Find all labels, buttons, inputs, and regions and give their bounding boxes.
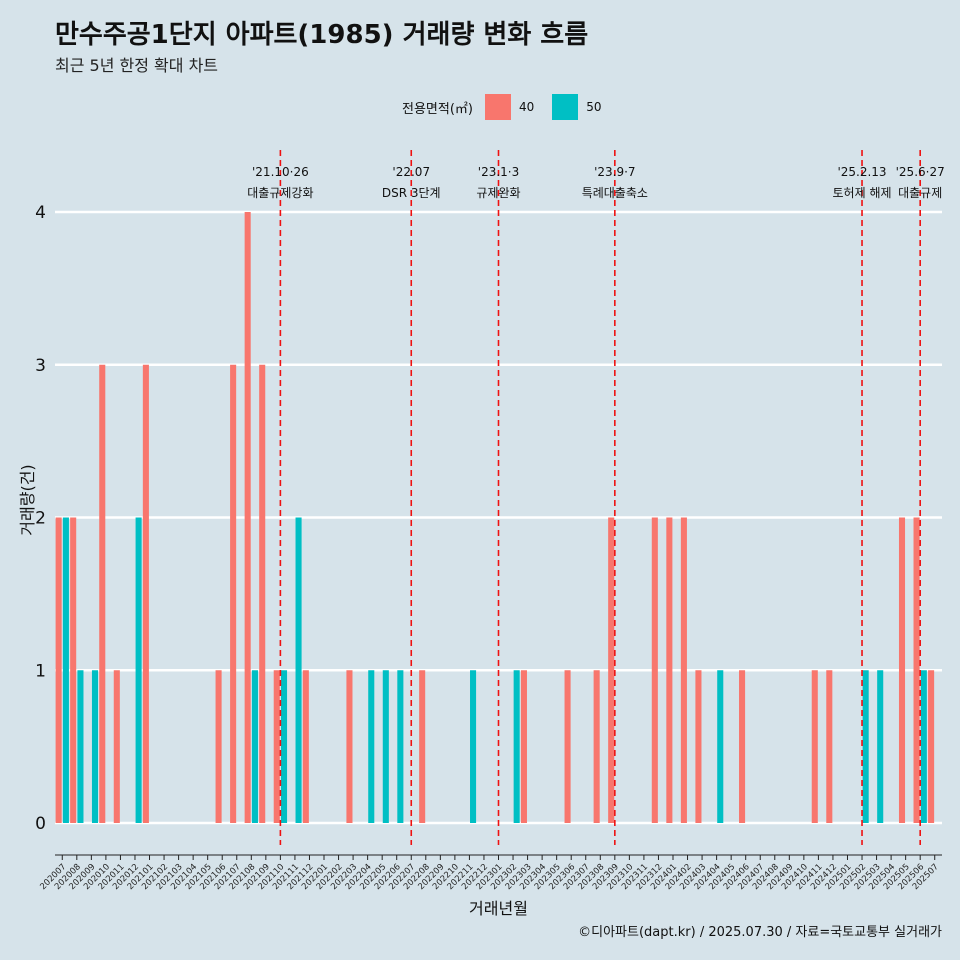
bar — [382, 670, 389, 823]
bar — [898, 517, 906, 823]
bar — [695, 670, 702, 823]
event-text-label: 대출규제강화 — [247, 186, 313, 200]
bar — [302, 670, 309, 823]
bar — [62, 517, 69, 823]
bar — [230, 364, 237, 823]
y-tick-label: 3 — [35, 356, 46, 376]
bar — [259, 364, 266, 823]
bar — [419, 670, 426, 823]
bar — [346, 670, 353, 823]
bar — [717, 670, 724, 823]
bar — [70, 517, 77, 823]
bar — [593, 670, 600, 823]
bar — [113, 670, 120, 823]
bar — [142, 364, 149, 823]
event-date-label: '21.10·26 — [252, 165, 309, 179]
bar — [99, 364, 106, 823]
bar — [920, 670, 927, 823]
bar — [877, 670, 884, 823]
event-date-label: '23.9·7 — [594, 165, 635, 179]
source-caption: ©디아파트(dapt.kr) / 2025.07.30 / 자료=국토교통부 실… — [578, 925, 942, 940]
bar — [273, 670, 280, 823]
y-tick-label: 0 — [35, 814, 46, 834]
bar — [564, 670, 571, 823]
event-date-label: '25.2.13 — [837, 165, 886, 179]
legend-swatch-50 — [552, 94, 579, 120]
y-tick-label: 4 — [35, 203, 46, 223]
bar — [680, 517, 687, 823]
bar — [739, 670, 746, 823]
event-text-label: DSR 3단계 — [382, 186, 441, 200]
legend: 전용면적(㎡) 40 50 — [402, 94, 620, 120]
bar — [368, 670, 375, 823]
event-date-label: '25.6·27 — [896, 165, 945, 179]
y-tick-label: 1 — [35, 661, 46, 681]
bar — [470, 670, 477, 823]
bar — [651, 517, 658, 823]
bar — [520, 670, 527, 823]
bar — [244, 212, 251, 823]
legend-label-40: 40 — [518, 100, 535, 114]
chart-subtitle: 최근 5년 한정 확대 차트 — [55, 56, 219, 75]
bar — [928, 670, 935, 823]
bar — [280, 670, 288, 823]
legend-label-50: 50 — [586, 100, 602, 114]
event-text-label: 규제완화 — [476, 186, 520, 200]
event-text-label: 특례대출축소 — [582, 186, 648, 200]
y-tick-label: 2 — [35, 509, 46, 529]
bar — [55, 517, 62, 823]
y-axis-title: 거래량(건) — [18, 464, 37, 535]
bar — [513, 670, 520, 823]
bar — [135, 517, 142, 823]
bar — [666, 517, 673, 823]
bar — [397, 670, 404, 823]
event-text-label: 대출규제 — [898, 186, 942, 200]
bar — [826, 670, 833, 823]
bar — [77, 670, 84, 823]
event-text-label: 토허제 해제 — [833, 186, 892, 200]
bar — [295, 517, 302, 823]
bar — [862, 670, 869, 823]
bar — [215, 670, 222, 823]
event-date-label: '22.07 — [392, 165, 430, 179]
bar — [251, 670, 258, 823]
bar — [811, 670, 818, 823]
bar — [913, 517, 920, 823]
legend-swatch-40 — [484, 94, 511, 120]
bar — [91, 670, 99, 823]
chart-title: 만수주공1단지 아파트(1985) 거래량 변화 흐름 — [55, 20, 589, 50]
bar — [608, 517, 615, 823]
event-date-label: '23.1·3 — [478, 165, 519, 179]
x-axis-title: 거래년월 — [469, 899, 528, 918]
legend-title: 전용면적(㎡) — [402, 101, 473, 117]
